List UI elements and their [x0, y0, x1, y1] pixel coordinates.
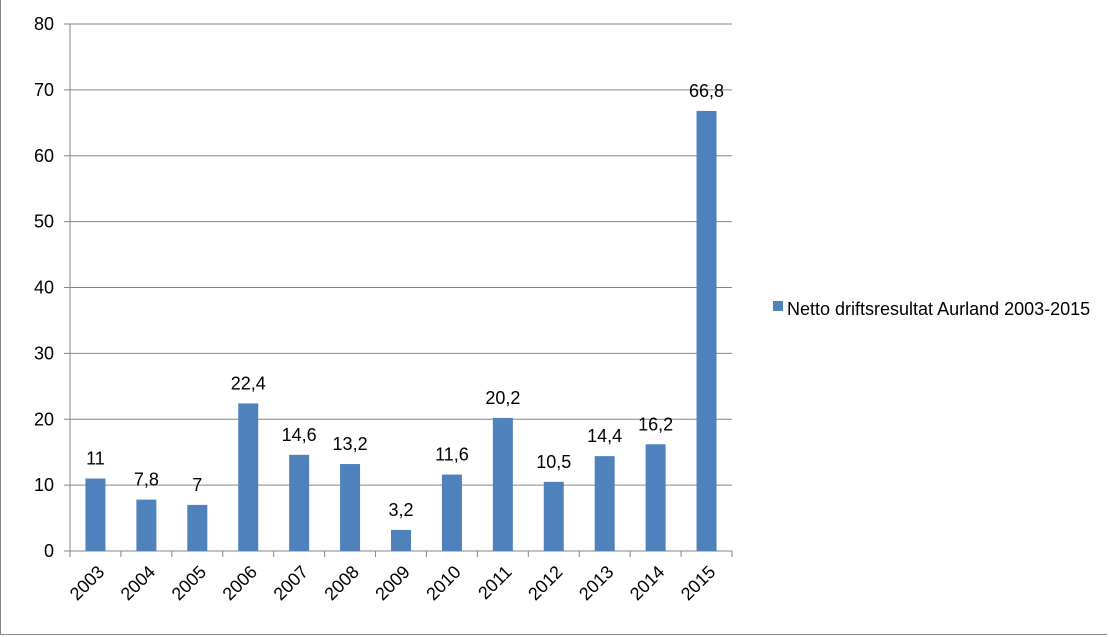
- x-tick-label: 2009: [371, 562, 413, 604]
- x-tick-label: 2015: [677, 562, 719, 604]
- y-axis: 0 10 20 30 40 50 60 70 80: [34, 14, 71, 561]
- bar: [594, 456, 615, 551]
- x-tick-label: 2004: [117, 562, 159, 604]
- x-axis: 2003 2004 2005 2006 2007 2008 2009 2010 2011 2012…: [66, 550, 733, 604]
- data-label: 11: [86, 449, 105, 469]
- x-tick-label: 2011: [474, 562, 516, 604]
- data-label: 7,8: [134, 470, 159, 490]
- x-tick-label: 2013: [575, 562, 617, 604]
- bars: [85, 110, 717, 551]
- bar: [85, 478, 106, 551]
- data-label: 66,8: [689, 81, 724, 101]
- bar: [492, 417, 513, 551]
- y-tick-label: 80: [34, 14, 54, 34]
- bar: [441, 474, 462, 551]
- bar: [696, 110, 717, 551]
- x-tick-label: 2010: [422, 562, 464, 604]
- data-label: 22,4: [231, 373, 266, 393]
- y-tick-label: 0: [44, 541, 54, 561]
- data-label: 16,2: [638, 414, 673, 434]
- gridlines: [70, 23, 732, 486]
- legend-swatch: [773, 301, 783, 311]
- x-tick-label: 2007: [270, 562, 312, 604]
- bar: [391, 529, 411, 551]
- y-tick-label: 70: [34, 80, 54, 100]
- x-tick-label: 2006: [219, 562, 261, 604]
- data-label: 20,2: [485, 388, 520, 408]
- x-tick-label: 2008: [320, 562, 362, 604]
- bar: [136, 499, 157, 551]
- y-tick-label: 30: [34, 343, 54, 363]
- x-tick-label: 2014: [626, 562, 668, 604]
- data-label: 7: [192, 475, 202, 495]
- y-tick-label: 40: [34, 278, 54, 298]
- x-tick-label: 2003: [66, 562, 108, 604]
- x-tick-label: 2005: [168, 562, 210, 604]
- data-label: 3,2: [388, 500, 413, 520]
- data-label: 11,6: [435, 445, 469, 465]
- bar: [238, 403, 259, 551]
- bar: [289, 454, 310, 551]
- bar: [187, 504, 208, 551]
- bar: [340, 464, 361, 551]
- data-label: 13,2: [333, 434, 368, 454]
- legend-label: Netto driftsresultat Aurland 2003-2015: [787, 299, 1091, 319]
- data-label: 10,5: [536, 452, 571, 472]
- y-tick-label: 60: [34, 146, 54, 166]
- y-tick-label: 50: [34, 212, 54, 232]
- data-label: 14,4: [587, 426, 622, 446]
- data-label: 14,6: [282, 425, 317, 445]
- bar: [645, 444, 666, 551]
- data-labels: 11 7,8 7 22,4 14,6 13,2 3,2 11,6 20,2 10,5 14,4 16,…: [86, 81, 724, 520]
- y-tick-label: 20: [34, 409, 54, 429]
- bar: [543, 481, 564, 551]
- y-tick-label: 10: [34, 475, 54, 495]
- x-tick-label: 2012: [524, 562, 566, 604]
